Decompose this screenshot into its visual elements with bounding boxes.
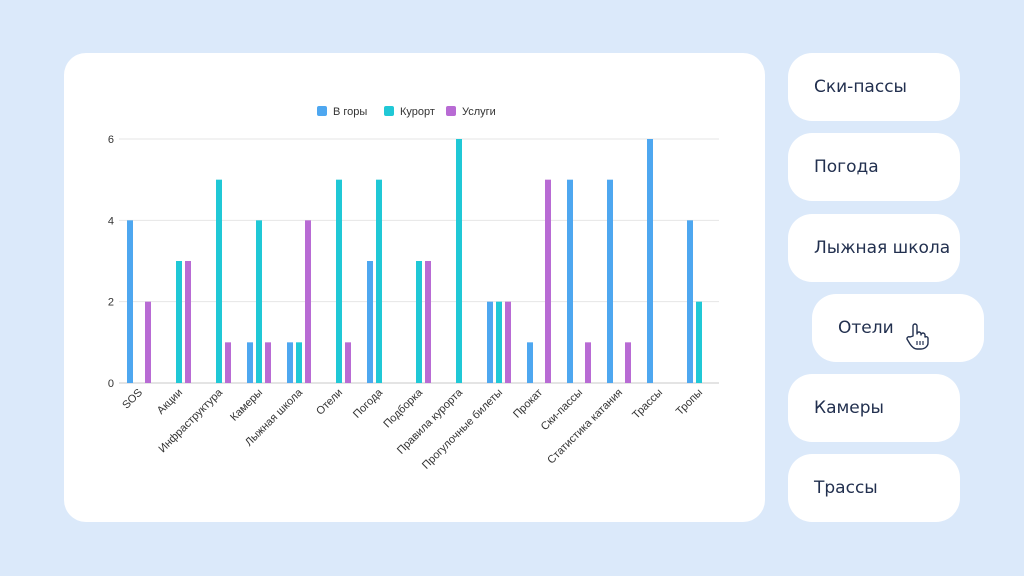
hand-pointer-icon [904,322,930,350]
bar [647,139,653,383]
bar [145,301,151,383]
bar [265,342,271,383]
sidebar-item-trails[interactable]: Трассы [788,454,960,522]
legend-label: В горы [333,106,367,118]
bar [367,261,373,383]
bar [696,301,702,383]
sidebar-item-label: Лыжная школа [814,238,951,258]
bar [687,220,693,383]
bar [247,342,253,383]
chart-bars [127,139,702,383]
bar [496,301,502,383]
x-tick-label: Прогулочные билеты [420,387,505,472]
legend-swatch [384,106,394,116]
bar [567,179,573,383]
legend-item: Услуги [446,106,496,118]
y-axis-labels: 0 2 4 6 [108,134,114,390]
bar [127,220,133,383]
bar [416,261,422,383]
bar [505,301,511,383]
bar [456,139,462,383]
bar [296,342,302,383]
bar [345,342,351,383]
y-tick-label: 2 [108,297,114,309]
x-tick-label: Акции [155,387,185,417]
bar [527,342,533,383]
x-tick-label: Отели [314,387,345,418]
sidebar-item-ski-school[interactable]: Лыжная школа [788,214,960,282]
bar [185,261,191,383]
x-tick-label: Трассы [630,387,665,422]
bar [305,220,311,383]
bar [425,261,431,383]
bar [225,342,231,383]
bar [287,342,293,383]
legend-item: В горы [317,106,367,118]
legend-label: Услуги [462,106,496,118]
y-tick-label: 0 [108,378,114,390]
sidebar-item-weather[interactable]: Погода [788,133,960,201]
legend-label: Курорт [400,106,435,118]
sidebar-item-label: Ски-пассы [814,77,907,97]
bar [376,179,382,383]
legend-swatch [317,106,327,116]
y-tick-label: 4 [108,215,114,227]
x-tick-label: Статистика катания [545,387,625,467]
bar [256,220,262,383]
x-tick-label: Камеры [228,387,265,424]
sidebar-item-label: Камеры [814,398,884,418]
x-tick-label: Погода [351,386,386,421]
bar [487,301,493,383]
y-tick-label: 6 [108,134,114,146]
bar [625,342,631,383]
bar [585,342,591,383]
bar [545,179,551,383]
sidebar-item-label: Трассы [814,478,878,498]
bar [176,261,182,383]
x-tick-label: Прокат [511,387,545,421]
sidebar-item-ski-passes[interactable]: Ски-пассы [788,53,960,121]
x-tick-label: Тропы [674,387,705,418]
legend-item: Курорт [384,106,435,118]
sidebar-item-cameras[interactable]: Камеры [788,374,960,442]
bar [216,179,222,383]
bar [607,179,613,383]
sidebar-item-hotels[interactable]: Отели [812,294,984,362]
chart-legend: В горы Курорт Услуги [317,106,496,118]
sidebar-item-label: Отели [838,318,894,338]
sidebar-item-label: Погода [814,157,879,177]
x-tick-label: SOS [120,387,145,412]
legend-swatch [446,106,456,116]
bar [336,179,342,383]
